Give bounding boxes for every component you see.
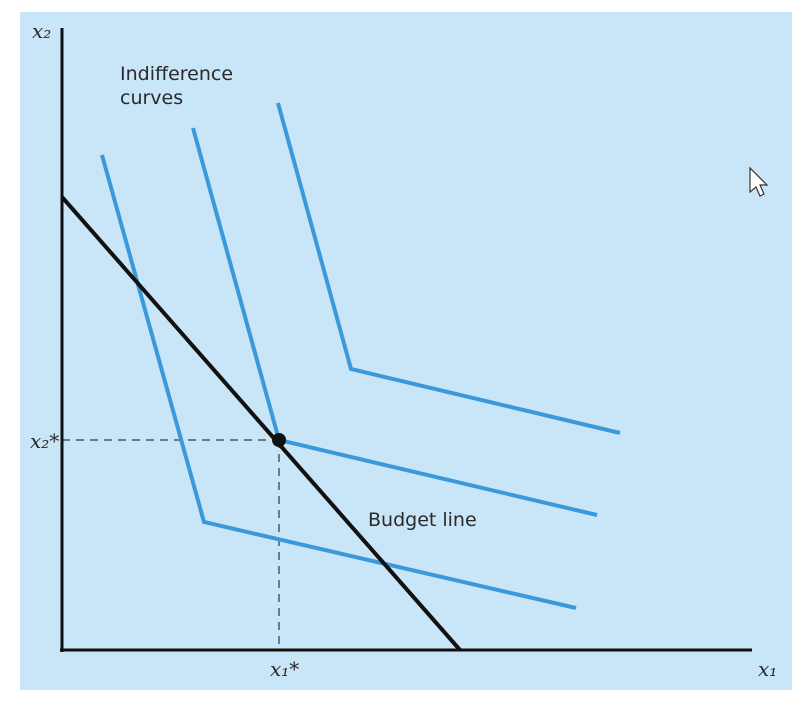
budget-line bbox=[60, 195, 462, 652]
cursor bbox=[749, 166, 769, 197]
indifference-curve bbox=[276, 102, 621, 435]
annotation: Budget line bbox=[368, 509, 477, 531]
indifference-curve bbox=[100, 154, 577, 610]
optimum-point bbox=[272, 433, 286, 447]
annotation: Indifference bbox=[120, 63, 233, 85]
background bbox=[20, 12, 792, 690]
y-axis-label: x₂ bbox=[32, 19, 51, 43]
y-star-label: x₂* bbox=[30, 429, 59, 453]
x-star-label: x₁* bbox=[270, 657, 299, 681]
annotation: curves bbox=[120, 87, 183, 109]
x-axis-label: x₁ bbox=[758, 657, 777, 681]
